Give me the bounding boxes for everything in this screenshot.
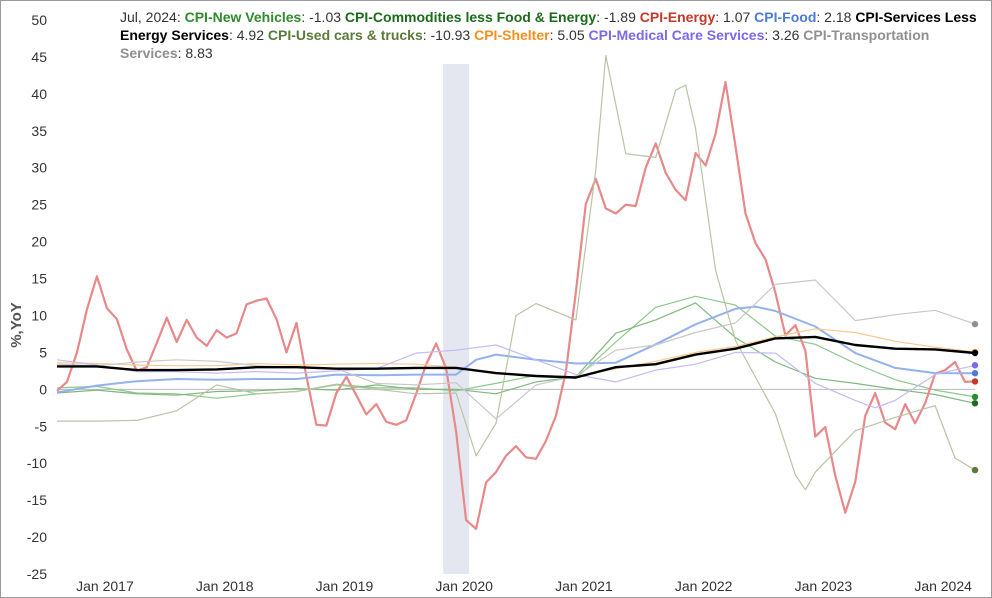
x-tick-label: Jan 2023 <box>795 578 853 594</box>
y-tick-label: 15 <box>31 271 47 287</box>
series-end-dot-cpi-food <box>971 370 979 377</box>
legend-item: CPI-Food: 2.18 <box>754 9 855 25</box>
recession-band <box>443 64 470 574</box>
series-line-cpi-new-vehicles <box>56 295 976 399</box>
series-line-cpi-transportation-services <box>56 279 976 420</box>
legend-series-value: : -1.89 <box>596 9 640 25</box>
legend-series-name: CPI-New Vehicles <box>184 9 302 25</box>
legend-series-value: : 5.05 <box>549 27 589 43</box>
legend-item: CPI-Shelter: 5.05 <box>474 27 588 43</box>
legend-series-name: CPI-Used cars & trucks <box>267 27 423 43</box>
series-end-dot-cpi-commodities-less-food-energy <box>971 400 979 407</box>
y-tick-label: 10 <box>31 307 47 323</box>
chart-legend: Jul, 2024: CPI-New Vehicles: -1.03 CPI-C… <box>120 9 977 61</box>
legend-item: CPI-Services Less Energy Services: 4.92 <box>120 9 977 43</box>
legend-item: CPI-Used cars & trucks: -10.93 <box>268 27 474 43</box>
y-tick-label: 45 <box>31 49 47 65</box>
legend-series-value: : 2.18 <box>816 9 856 25</box>
y-tick-label: 30 <box>31 160 47 176</box>
legend-series-value: : 4.92 <box>228 27 268 43</box>
series-line-cpi-energy <box>56 80 976 530</box>
legend-series-name: CPI-Shelter <box>474 27 550 43</box>
series-end-dot-cpi-services-less-energy-services <box>971 349 979 357</box>
series-end-dot-cpi-transportation-services <box>971 320 979 328</box>
legend-item: CPI-Energy: 1.07 <box>640 9 754 25</box>
series-line-cpi-food <box>56 305 976 394</box>
y-tick-label: 5 <box>39 344 47 360</box>
x-tick-label: Jan 2024 <box>914 578 972 594</box>
legend-series-value: : 3.26 <box>764 27 804 43</box>
legend-series-name: CPI-Transportation Services <box>120 27 930 61</box>
legend-series-value: : -1.03 <box>301 9 345 25</box>
series-end-dot-cpi-energy <box>971 378 979 385</box>
y-axis-label: %,YoY <box>8 302 25 348</box>
legend-item: CPI-New Vehicles: -1.03 <box>185 9 345 25</box>
x-tick-label: Jan 2022 <box>675 578 733 594</box>
legend-series-value: : 8.83 <box>177 45 213 61</box>
y-tick-label: 40 <box>31 86 47 102</box>
series-end-dot-cpi-used-cars-trucks <box>971 466 979 474</box>
y-tick-label: 25 <box>31 197 47 213</box>
legend-item: CPI-Medical Care Services: 3.26 <box>589 27 804 43</box>
y-tick-label: 20 <box>31 234 47 250</box>
y-tick-label: 50 <box>31 12 47 28</box>
y-tick-label: -15 <box>27 492 47 508</box>
series-line-cpi-services-less-energy-services <box>57 335 976 379</box>
legend-series-value: : -10.93 <box>422 27 475 43</box>
series-line-cpi-medical-care-services <box>56 344 976 409</box>
legend-item: CPI-Commodities less Food & Energy: -1.8… <box>345 9 640 25</box>
x-tick-label: Jan 2018 <box>196 578 254 594</box>
legend-series-value: : 1.07 <box>715 9 755 25</box>
series-line-cpi-commodities-less-food-energy <box>56 302 976 404</box>
legend-period: Jul, 2024 <box>120 9 177 25</box>
x-tick-label: Jan 2017 <box>76 578 134 594</box>
y-tick-label: -5 <box>35 418 48 434</box>
legend-series-name: CPI-Medical Care Services <box>588 27 765 43</box>
legend-series-name: CPI-Food <box>754 9 817 25</box>
series-end-dot-cpi-medical-care-services <box>971 362 979 369</box>
y-tick-label: 35 <box>31 123 47 139</box>
y-tick-label: -20 <box>27 529 47 545</box>
y-tick-label: 0 <box>39 381 47 397</box>
legend-series-name: CPI-Commodities less Food & Energy <box>344 9 597 25</box>
y-tick-label: -25 <box>27 566 47 582</box>
x-tick-label: Jan 2020 <box>435 578 493 594</box>
series-end-dot-cpi-new-vehicles <box>971 393 979 401</box>
legend-item: CPI-Transportation Services: 8.83 <box>120 27 929 61</box>
series-line-cpi-used-cars-trucks <box>57 54 976 491</box>
x-tick-label: Jan 2021 <box>555 578 613 594</box>
y-tick-label: -10 <box>27 455 47 471</box>
legend-series-name: CPI-Services Less Energy Services <box>120 9 977 43</box>
x-tick-label: Jan 2019 <box>316 578 374 594</box>
legend-series-name: CPI-Energy <box>639 9 716 25</box>
